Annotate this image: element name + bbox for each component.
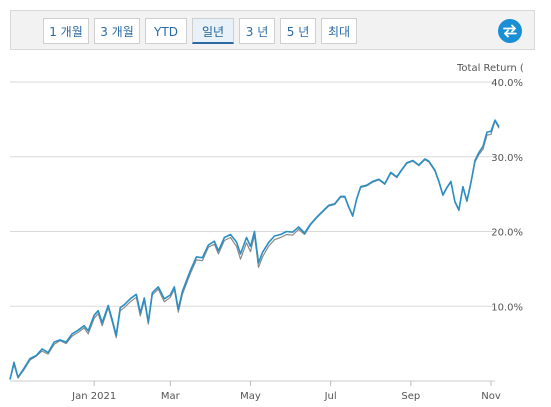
tab-max[interactable]: 최대 [321,18,357,44]
tab-1-month[interactable]: 1 개월 [43,18,89,44]
series-line-1 [9,119,500,380]
swap-arrows-icon [503,24,517,38]
x-tick-label: Nov [481,391,501,402]
swap-button[interactable] [498,19,522,43]
y-tick-label: 30.0% [491,153,523,164]
x-tick-label: Jan 2021 [71,391,116,402]
period-tabs: 1 개월 3 개월 YTD 일년 3 년 5 년 최대 [43,18,362,44]
total-return-chart: 10.0% 20.0% 30.0% 40.0% Total Return ( Jan 20… [9,63,524,402]
tab-5-years[interactable]: 5 년 [280,18,316,44]
x-tick-label: May [240,391,261,402]
tab-1-year[interactable]: 일년 [192,18,234,44]
period-toolbar: 1 개월 3 개월 YTD 일년 3 년 5 년 최대 [10,10,535,50]
tab-3-months[interactable]: 3 개월 [94,18,140,44]
y-tick-label: 10.0% [491,302,523,313]
tab-ytd[interactable]: YTD [145,18,187,44]
x-tick-label: Sep [401,391,420,402]
x-tick-label: Mar [161,391,181,402]
tab-3-years[interactable]: 3 년 [239,18,275,44]
y-tick-label: 40.0% [491,78,523,89]
x-tick-label: Jul [324,391,337,402]
y-tick-label: 20.0% [491,228,523,239]
y-axis-title: Total Return ( [456,63,524,74]
